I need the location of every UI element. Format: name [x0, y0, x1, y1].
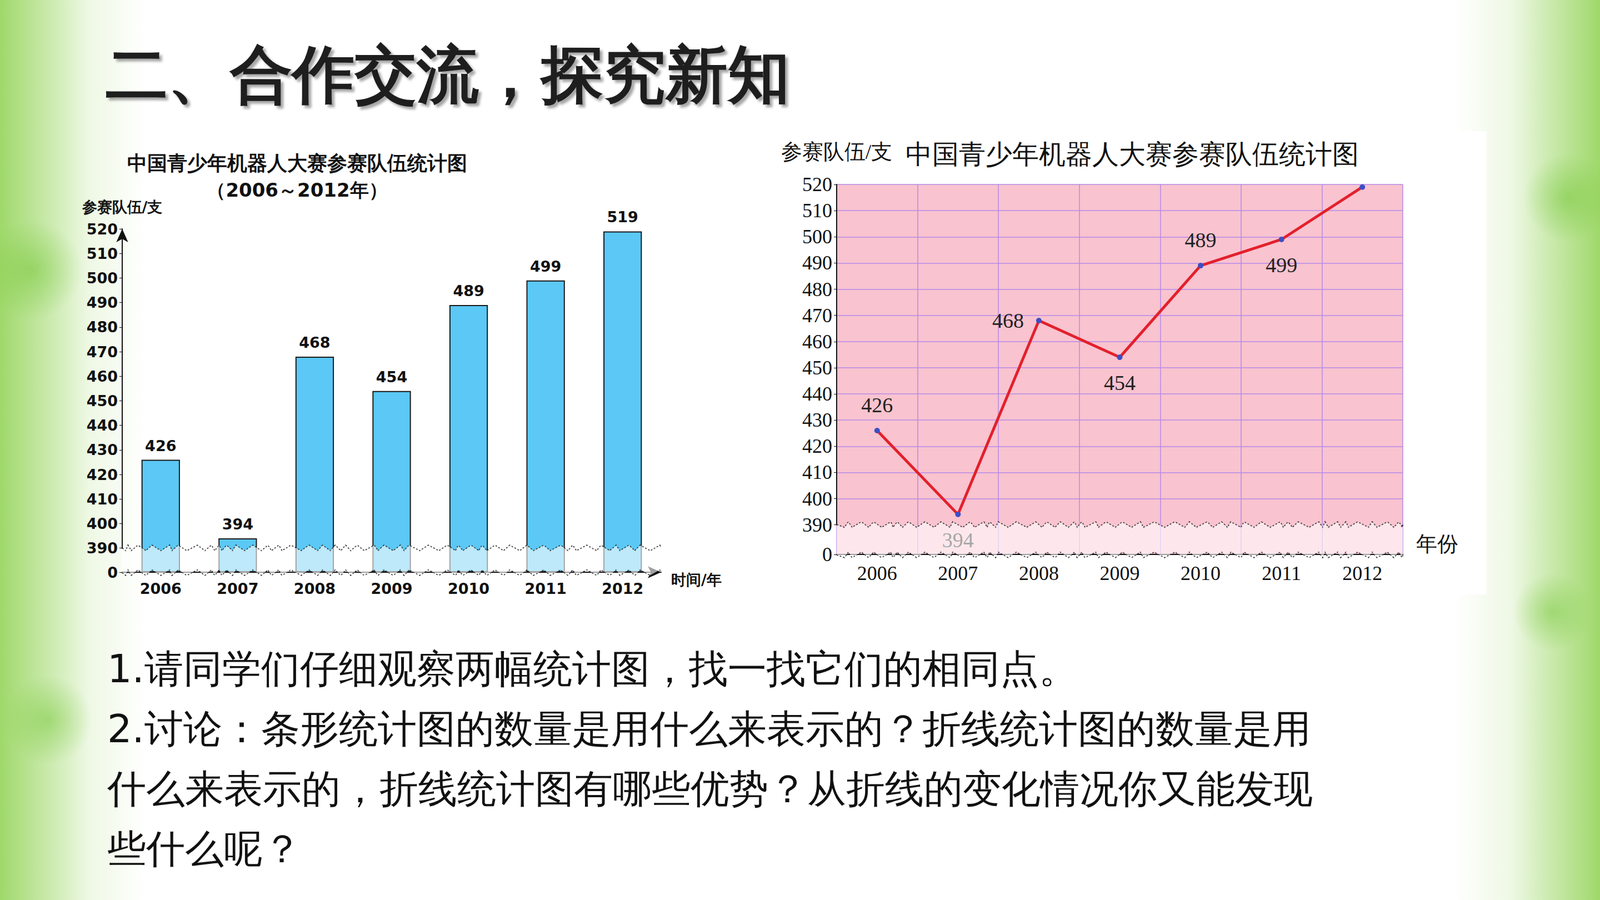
svg-text:450: 450: [802, 356, 833, 379]
svg-text:450: 450: [86, 392, 118, 410]
svg-text:390: 390: [86, 539, 118, 557]
svg-text:490: 490: [86, 293, 118, 312]
svg-text:2008: 2008: [1018, 562, 1059, 585]
svg-text:470: 470: [802, 304, 833, 327]
svg-text:480: 480: [802, 278, 833, 301]
svg-text:年份: 年份: [1416, 532, 1459, 556]
svg-text:2006: 2006: [857, 562, 898, 585]
svg-text:420: 420: [802, 435, 833, 458]
svg-text:2009: 2009: [1100, 562, 1140, 585]
svg-text:400: 400: [802, 487, 833, 510]
svg-text:394: 394: [222, 515, 254, 533]
svg-text:2011: 2011: [525, 580, 567, 598]
svg-text:参赛队伍/支: 参赛队伍/支: [81, 198, 163, 216]
svg-text:参赛队伍/支: 参赛队伍/支: [781, 140, 893, 164]
svg-text:时间/年: 时间/年: [671, 571, 722, 589]
svg-text:2011: 2011: [1261, 562, 1302, 585]
svg-text:430: 430: [802, 408, 833, 432]
svg-text:440: 440: [86, 416, 118, 434]
svg-text:500: 500: [86, 269, 118, 287]
svg-text:520: 520: [802, 173, 833, 196]
svg-text:2010: 2010: [1180, 562, 1221, 585]
svg-text:426: 426: [145, 437, 177, 455]
svg-text:中国青少年机器人大赛参赛队伍统计图: 中国青少年机器人大赛参赛队伍统计图: [127, 151, 468, 175]
svg-text:489: 489: [1185, 228, 1217, 252]
svg-text:中国青少年机器人大赛参赛队伍统计图: 中国青少年机器人大赛参赛队伍统计图: [905, 138, 1359, 170]
svg-text:2008: 2008: [293, 580, 336, 598]
svg-text:430: 430: [86, 441, 118, 459]
svg-text:440: 440: [802, 382, 833, 405]
svg-text:470: 470: [86, 343, 118, 361]
svg-text:454: 454: [376, 368, 408, 386]
svg-text:2007: 2007: [216, 580, 259, 598]
svg-text:510: 510: [802, 199, 833, 222]
svg-text:426: 426: [861, 393, 893, 417]
svg-text:2007: 2007: [937, 562, 978, 585]
html-text:二、合作交流，探究新知: 二、合作交流，探究新知: [105, 38, 790, 111]
svg-text:410: 410: [86, 490, 118, 508]
svg-text:489: 489: [452, 282, 484, 300]
svg-text:460: 460: [86, 367, 118, 385]
svg-text:519: 519: [607, 208, 639, 226]
svg-text:499: 499: [1265, 253, 1298, 277]
svg-text:468: 468: [298, 333, 330, 352]
svg-text:390: 390: [802, 513, 833, 537]
svg-text:420: 420: [86, 466, 118, 484]
svg-text:490: 490: [802, 251, 833, 274]
svg-text:410: 410: [802, 461, 833, 484]
svg-text:2010: 2010: [447, 580, 490, 598]
svg-text:2012: 2012: [601, 580, 644, 598]
html-text:1.请同学们仔细观察两幅统计图，找一找它们的相同点。: 1.请同学们仔细观察两幅统计图，找一找它们的相同点。: [107, 646, 1078, 692]
svg-text:400: 400: [86, 515, 118, 533]
svg-text:2009: 2009: [370, 580, 413, 598]
svg-text:（2006～2012年）: （2006～2012年）: [206, 178, 388, 202]
svg-text:500: 500: [802, 225, 833, 248]
svg-text:468: 468: [992, 308, 1024, 333]
svg-text:499: 499: [530, 257, 562, 275]
svg-text:520: 520: [86, 220, 118, 238]
svg-text:2006: 2006: [140, 580, 182, 598]
svg-text:2012: 2012: [1342, 562, 1383, 585]
svg-text:454: 454: [1103, 371, 1136, 395]
html-text:2.讨论：条形统计图的数量是用什么来表示的？折线统计图的数量: 2.讨论：条形统计图的数量是用什么来表示的？折线统计图的数量是用什么来表示的，折…: [107, 706, 1313, 872]
svg-text:460: 460: [802, 330, 833, 353]
svg-text:0: 0: [822, 543, 833, 566]
svg-text:480: 480: [86, 318, 118, 336]
svg-text:0: 0: [107, 563, 118, 582]
svg-text:510: 510: [86, 245, 118, 263]
